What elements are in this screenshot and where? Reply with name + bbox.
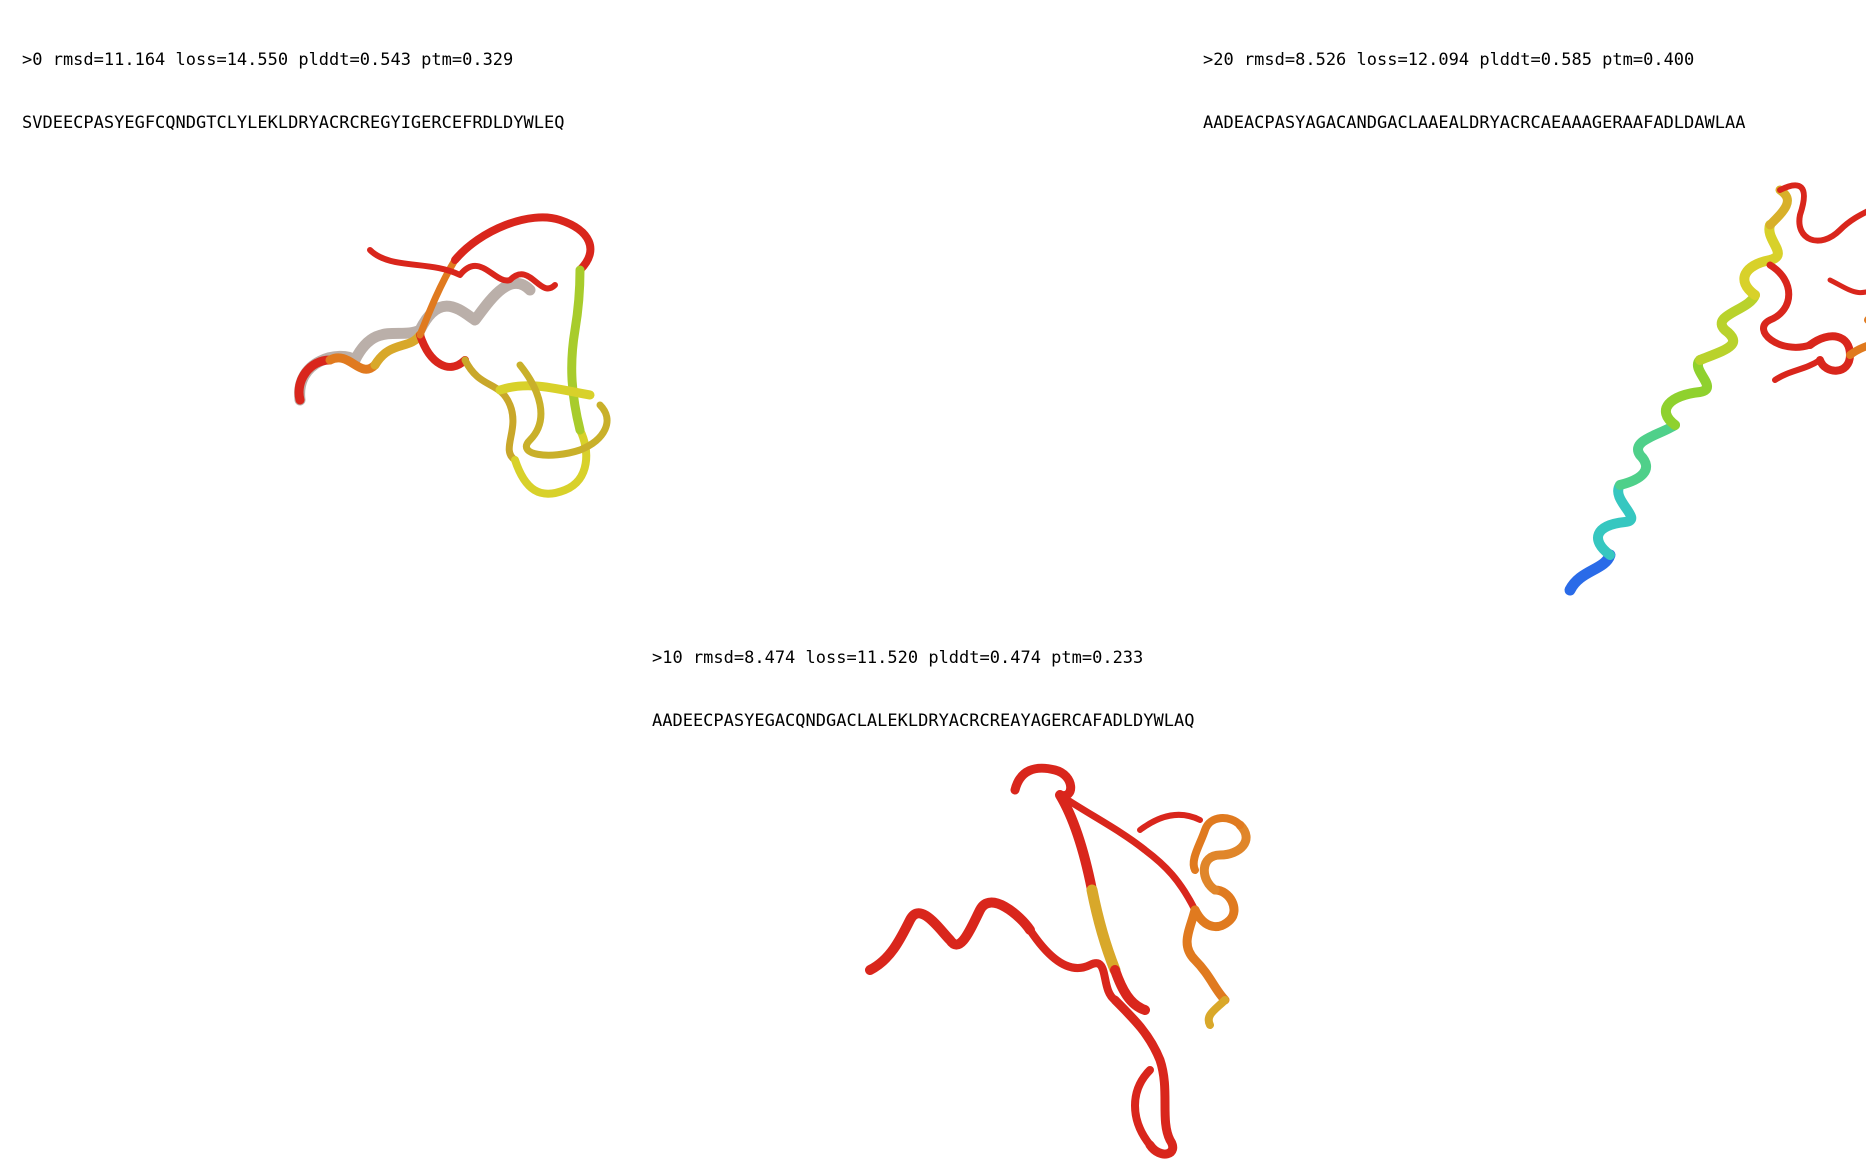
panel-10-protein-structure — [865, 763, 1251, 1159]
panel-0-labels: >0 rmsd=11.164 loss=14.550 plddt=0.543 p… — [22, 8, 564, 155]
panel-0-sequence: SVDEECPASYEGFCQNDGTCLYLEKLDRYACRCREGYIGE… — [22, 113, 565, 133]
panel-10-sequence: AADEECPASYEGACQNDGACLALEKLDRYACRCREAYAGE… — [652, 711, 1195, 731]
panel-20-header: >20 rmsd=8.526 loss=12.094 plddt=0.585 p… — [1203, 50, 1695, 70]
panel-10-labels: >10 rmsd=8.474 loss=11.520 plddt=0.474 p… — [652, 606, 1194, 753]
panel-0-header: >0 rmsd=11.164 loss=14.550 plddt=0.543 p… — [22, 50, 514, 70]
panel-20-labels: >20 rmsd=8.526 loss=12.094 plddt=0.585 p… — [1203, 8, 1745, 155]
panel-0-protein-structure — [294, 213, 611, 498]
panel-20-protein-structure — [1564, 182, 1866, 596]
panel-10-header: >10 rmsd=8.474 loss=11.520 plddt=0.474 p… — [652, 648, 1144, 668]
panel-20-sequence: AADEACPASYAGACANDGACLAAEALDRYACRCAEAAAGE… — [1203, 113, 1746, 133]
